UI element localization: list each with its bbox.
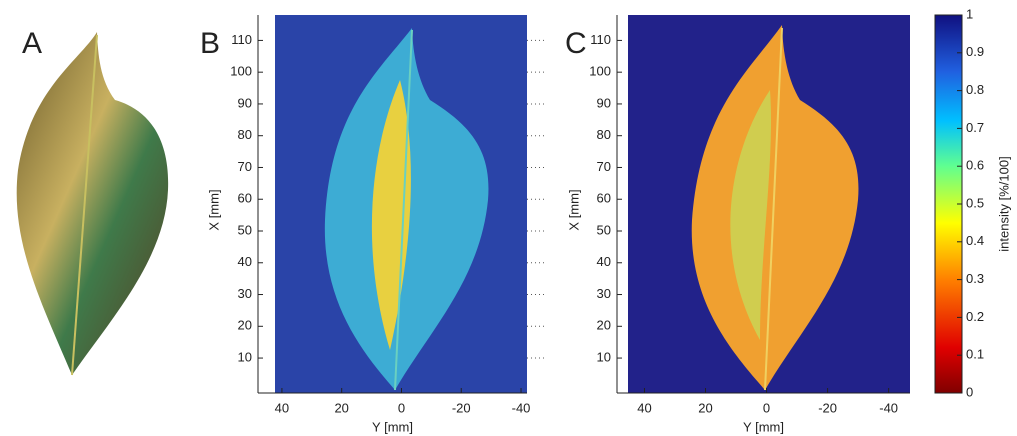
- colorbar-tick-label: 0: [966, 384, 973, 399]
- y-tick-label: 10: [597, 349, 611, 364]
- y-tick-label: 20: [597, 318, 611, 333]
- y-tick-label: 80: [238, 127, 252, 142]
- x-tick-label: 40: [275, 400, 289, 415]
- y-tick-label: 40: [238, 254, 252, 269]
- x-tick-label: -40: [879, 400, 898, 415]
- colorbar-tick-label: 0.7: [966, 120, 984, 135]
- y-tick-label: 20: [238, 318, 252, 333]
- y-tick-label: 30: [238, 286, 252, 301]
- colorbar-tick-label: 0.5: [966, 195, 984, 210]
- y-tick-label: 90: [238, 95, 252, 110]
- y-tick-label: 90: [597, 95, 611, 110]
- y-tick-label: 30: [597, 286, 611, 301]
- colorbar-tick-label: 0.4: [966, 233, 984, 248]
- leaf-photo: [16, 32, 169, 375]
- y-tick-label: 60: [238, 191, 252, 206]
- x-tick-label: 40: [637, 400, 651, 415]
- y-axis-label: X [mm]: [566, 189, 581, 230]
- panel-label: B: [200, 27, 220, 60]
- x-axis-label: Y [mm]: [743, 419, 784, 434]
- x-axis-label: Y [mm]: [372, 419, 413, 434]
- x-tick-label: 0: [398, 400, 405, 415]
- leaf-map-region: [371, 80, 411, 350]
- y-tick-label: 50: [597, 222, 611, 237]
- colorbar-tick-label: 0.2: [966, 309, 984, 324]
- y-tick-label: 70: [597, 159, 611, 174]
- x-tick-label: 20: [698, 400, 712, 415]
- colorbar-tick-label: 0.1: [966, 347, 984, 362]
- leaf-vein: [71, 34, 98, 376]
- leaf-map-region: [730, 90, 772, 340]
- x-tick-label: 20: [334, 400, 348, 415]
- leaf-vein: [764, 27, 783, 391]
- y-tick-label: 60: [597, 191, 611, 206]
- leaf-map: [691, 25, 859, 390]
- colorbar-tick-label: 0.8: [966, 82, 984, 97]
- y-tick-label: 70: [238, 159, 252, 174]
- colorbar-tick-label: 1: [966, 6, 973, 21]
- y-tick-label: 10: [238, 349, 252, 364]
- y-tick-label: 50: [238, 222, 252, 237]
- x-tick-label: -20: [452, 400, 471, 415]
- x-tick-label: -40: [512, 400, 531, 415]
- panel-label: C: [565, 27, 587, 60]
- y-axis-label: X [mm]: [206, 189, 221, 230]
- colorbar-tick-label: 0.6: [966, 158, 984, 173]
- colorbar-tick-label: 0.3: [966, 271, 984, 286]
- y-tick-label: 40: [597, 254, 611, 269]
- y-tick-label: 110: [231, 32, 252, 47]
- y-tick-label: 100: [589, 64, 611, 79]
- y-tick-label: 100: [230, 64, 252, 79]
- y-tick-label: 110: [590, 32, 611, 47]
- x-tick-label: 0: [763, 400, 770, 415]
- colorbar-tick-label: 0.9: [966, 44, 984, 59]
- leaf-vein: [394, 29, 413, 391]
- x-tick-label: -20: [818, 400, 837, 415]
- panel-label: A: [22, 27, 42, 60]
- colorbar-label: intensity [%/100]: [996, 156, 1011, 251]
- y-tick-label: 80: [597, 127, 611, 142]
